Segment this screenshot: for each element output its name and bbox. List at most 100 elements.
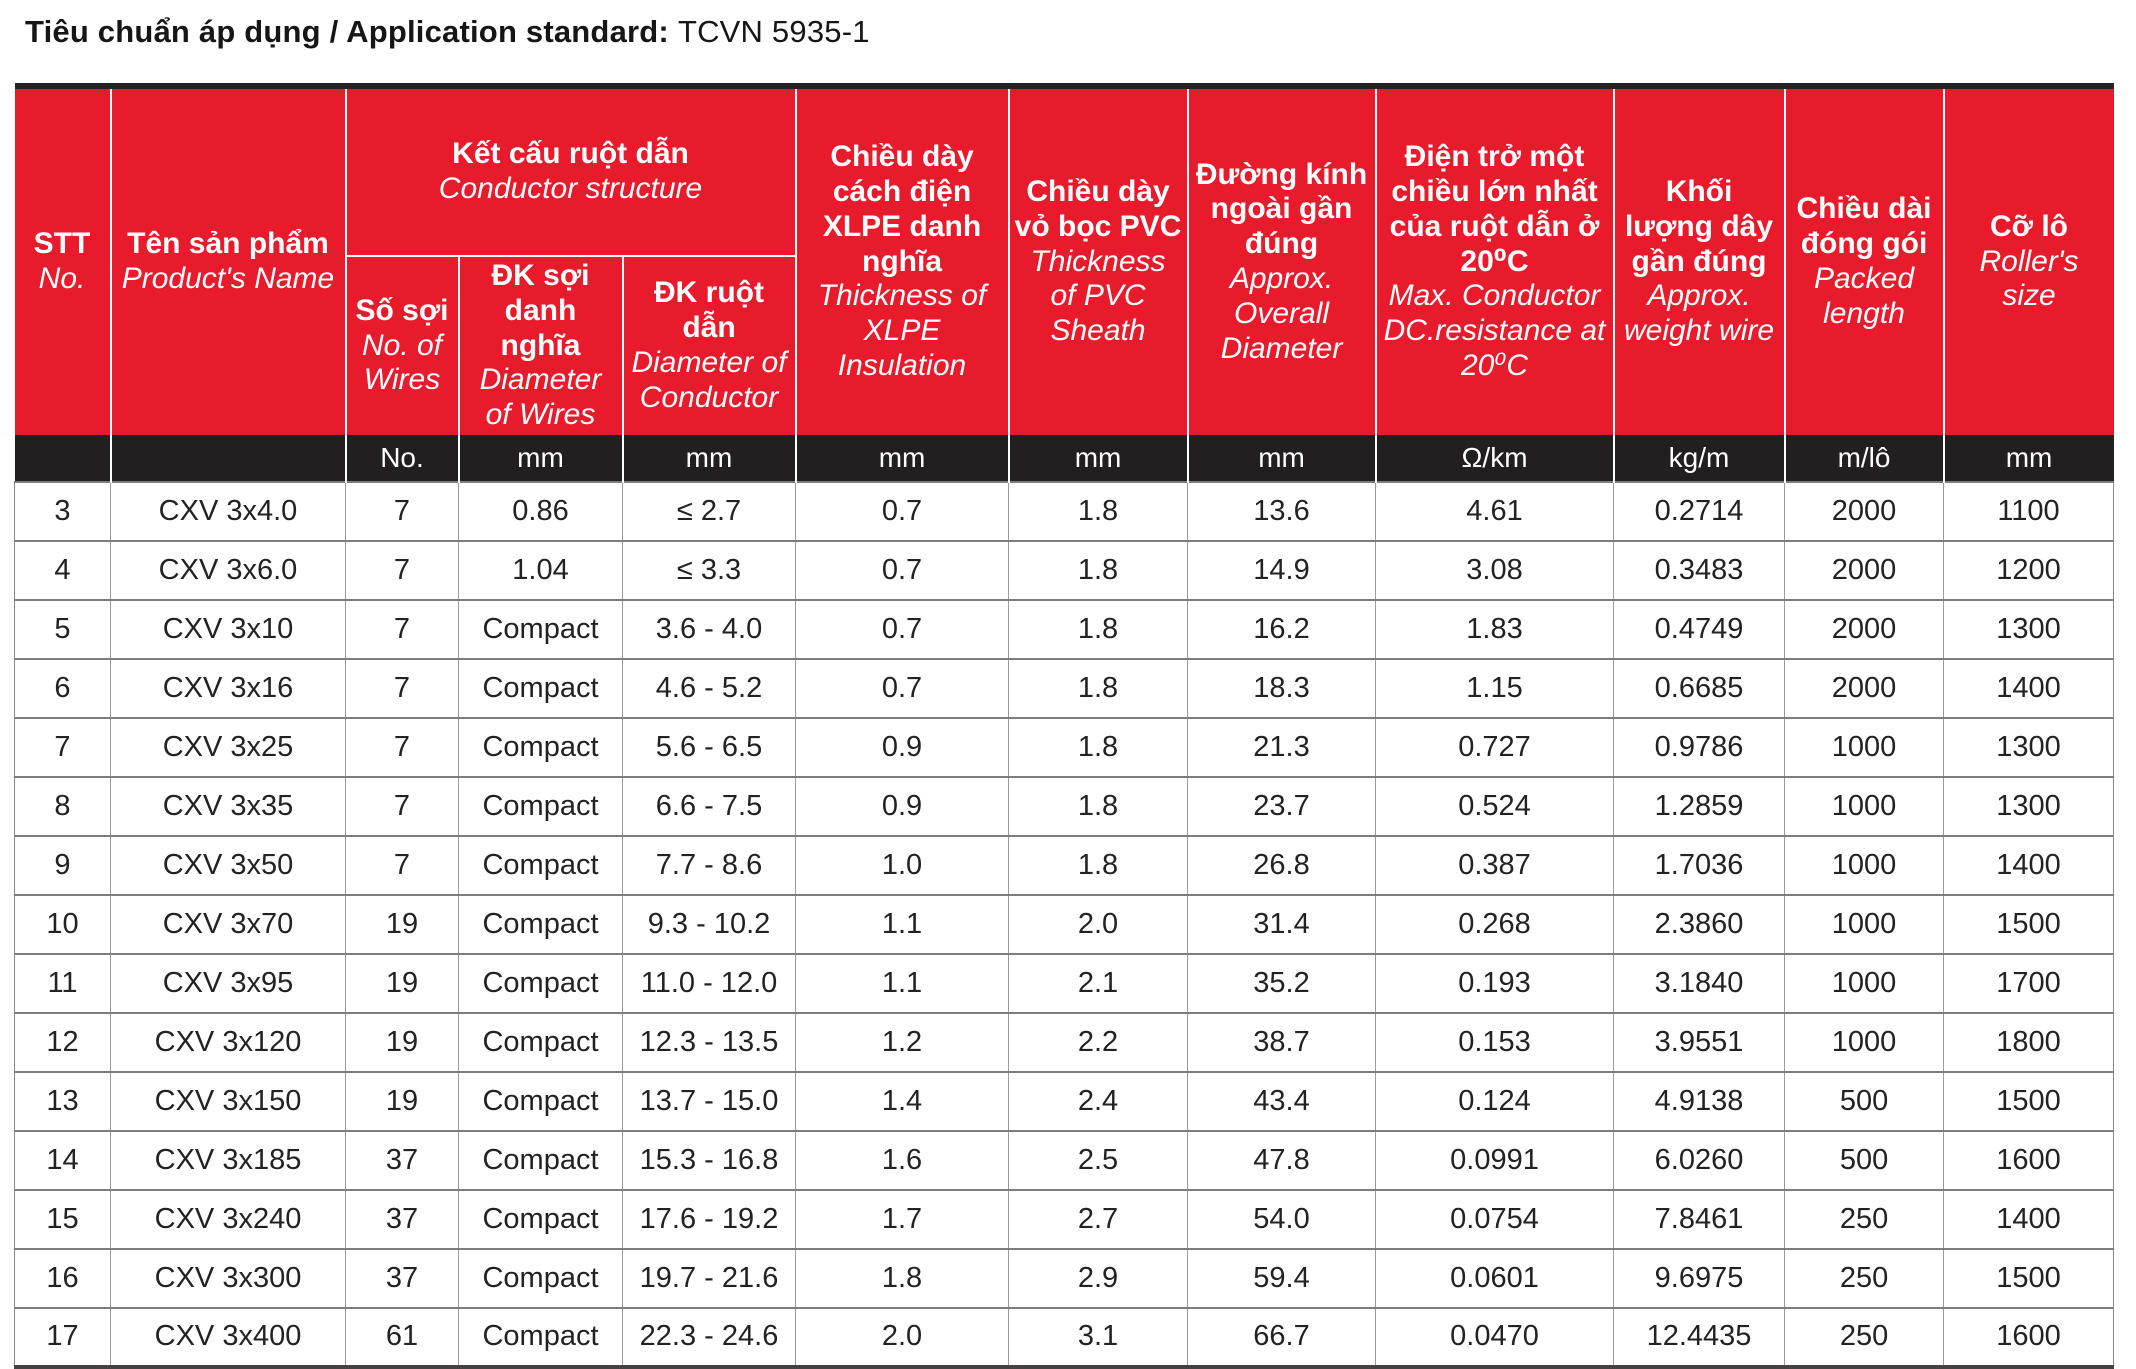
cell-overall-diameter: 16.2 [1187, 598, 1377, 660]
col-header-stt-en: No. [38, 261, 86, 295]
cell-approx-weight: 7.8461 [1613, 1188, 1786, 1250]
table-row: 11 CXV 3x95 19 Compact 11.0 - 12.0 1.1 2… [14, 952, 2115, 1014]
cell-wire-diameter: Compact [458, 893, 623, 955]
cell-product-name: CXV 3x300 [110, 1247, 346, 1309]
cell-roller-size: 1100 [1943, 480, 2115, 542]
cell-approx-weight: 0.6685 [1613, 657, 1786, 719]
cell-packed-length: 2000 [1784, 657, 1945, 719]
col-header-conductor-structure-en: Conductor structure [438, 172, 703, 205]
col-header-packed-length-en: Packed length [1813, 261, 1915, 330]
unit-cell-conductor-diameter: mm [621, 434, 797, 482]
cell-pvc-thickness: 2.2 [1008, 1011, 1189, 1073]
cell-number-of-wires: 37 [345, 1188, 459, 1250]
cell-pvc-thickness: 1.8 [1008, 775, 1189, 837]
cell-roller-size: 1600 [1943, 1129, 2115, 1191]
col-header-pvc-thickness: Chiều dày vỏ bọc PVC Thickness of PVC Sh… [1007, 83, 1189, 435]
cell-conductor-diameter: ≤ 2.7 [621, 480, 797, 542]
cell-pvc-thickness: 2.4 [1008, 1070, 1189, 1132]
cell-wire-diameter: Compact [458, 1306, 623, 1369]
table-row: 13 CXV 3x150 19 Compact 13.7 - 15.0 1.4 … [14, 1070, 2115, 1132]
cell-wire-diameter: Compact [458, 1247, 623, 1309]
col-header-conductor-diameter-en: Diameter of Conductor [631, 345, 787, 414]
table-row: 17 CXV 3x400 61 Compact 22.3 - 24.6 2.0 … [14, 1306, 2115, 1369]
cell-overall-diameter: 54.0 [1187, 1188, 1377, 1250]
cell-conductor-diameter: 7.7 - 8.6 [621, 834, 797, 896]
cell-dc-resistance: 0.387 [1375, 834, 1615, 896]
cell-xlpe-thickness: 1.0 [795, 834, 1010, 896]
col-header-product-name: Tên sản phẩm Product's Name [109, 83, 347, 435]
cell-conductor-diameter: 17.6 - 19.2 [621, 1188, 797, 1250]
cell-approx-weight: 6.0260 [1613, 1129, 1786, 1191]
unit-cell-weight: kg/m [1612, 434, 1786, 482]
cell-stt: 6 [14, 657, 111, 719]
header-row-sub: Số sợi No. of Wires ĐK sợi danh nghĩa Di… [15, 256, 2114, 435]
cable-spec-table: STT No. Tên sản phẩm Product's Name Kết … [14, 83, 2115, 1369]
cell-wire-diameter: Compact [458, 952, 623, 1014]
col-header-overall-diameter: Đường kính ngoài gần đúng Approx. Overal… [1186, 83, 1377, 435]
cell-pvc-thickness: 1.8 [1008, 539, 1189, 601]
table-body: 3 CXV 3x4.0 7 0.86 ≤ 2.7 0.7 1.8 13.6 4.… [14, 480, 2115, 1369]
cell-approx-weight: 1.2859 [1613, 775, 1786, 837]
cell-dc-resistance: 0.524 [1375, 775, 1615, 837]
col-header-conductor-structure: Kết cấu ruột dẫn Conductor structure [344, 83, 797, 257]
col-header-xlpe-thickness-vi: Chiều dày cách điện XLPE danh nghĩa [822, 140, 982, 278]
cell-dc-resistance: 0.727 [1375, 716, 1615, 778]
col-header-conductor-diameter: ĐK ruột dẫn Diameter of Conductor [621, 256, 797, 435]
cell-dc-resistance: 0.0991 [1375, 1129, 1615, 1191]
cell-conductor-diameter: 3.6 - 4.0 [621, 598, 797, 660]
cell-wire-diameter: Compact [458, 657, 623, 719]
unit-cell-wires: No. [344, 434, 460, 482]
cell-product-name: CXV 3x16 [110, 657, 346, 719]
cell-roller-size: 1400 [1943, 834, 2115, 896]
cell-product-name: CXV 3x35 [110, 775, 346, 837]
cell-roller-size: 1400 [1943, 1188, 2115, 1250]
cell-stt: 5 [14, 598, 111, 660]
cell-dc-resistance: 0.153 [1375, 1011, 1615, 1073]
cell-product-name: CXV 3x120 [110, 1011, 346, 1073]
cell-product-name: CXV 3x95 [110, 952, 346, 1014]
cell-dc-resistance: 4.61 [1375, 480, 1615, 542]
cell-number-of-wires: 7 [345, 598, 459, 660]
unit-cell-resistance: Ω/km [1374, 434, 1615, 482]
cell-packed-length: 2000 [1784, 480, 1945, 542]
cell-overall-diameter: 23.7 [1187, 775, 1377, 837]
cell-stt: 12 [14, 1011, 111, 1073]
table-row: 3 CXV 3x4.0 7 0.86 ≤ 2.7 0.7 1.8 13.6 4.… [14, 480, 2115, 542]
cell-stt: 14 [14, 1129, 111, 1191]
cell-conductor-diameter: 5.6 - 6.5 [621, 716, 797, 778]
col-header-xlpe-thickness-en: Thickness of XLPE Insulation [817, 279, 987, 382]
title-standard-value: TCVN 5935-1 [677, 14, 870, 49]
table-row: 5 CXV 3x10 7 Compact 3.6 - 4.0 0.7 1.8 1… [14, 598, 2115, 660]
cell-packed-length: 1000 [1784, 834, 1945, 896]
cell-xlpe-thickness: 2.0 [795, 1306, 1010, 1369]
cell-approx-weight: 3.9551 [1613, 1011, 1786, 1073]
cell-roller-size: 1500 [1943, 1070, 2115, 1132]
col-header-packed-length-vi: Chiều dài đóng gói [1796, 192, 1932, 261]
cell-packed-length: 250 [1784, 1306, 1945, 1369]
col-header-conductor-diameter-vi: ĐK ruột dẫn [654, 276, 764, 345]
unit-cell-packed-length: m/lô [1783, 434, 1945, 482]
unit-cell-wire-diameter: mm [457, 434, 624, 482]
cell-pvc-thickness: 2.1 [1008, 952, 1189, 1014]
cell-dc-resistance: 0.0601 [1375, 1247, 1615, 1309]
cell-pvc-thickness: 1.8 [1008, 598, 1189, 660]
cell-conductor-diameter: 11.0 - 12.0 [621, 952, 797, 1014]
cell-overall-diameter: 38.7 [1187, 1011, 1377, 1073]
cell-overall-diameter: 47.8 [1187, 1129, 1377, 1191]
cell-conductor-diameter: 15.3 - 16.8 [621, 1129, 797, 1191]
cell-stt: 17 [14, 1306, 111, 1369]
cell-xlpe-thickness: 1.7 [795, 1188, 1010, 1250]
cell-number-of-wires: 19 [345, 952, 459, 1014]
cell-product-name: CXV 3x240 [110, 1188, 346, 1250]
col-header-overall-diameter-en: Approx. Overall Diameter [1220, 261, 1343, 365]
cell-xlpe-thickness: 0.7 [795, 539, 1010, 601]
col-header-number-of-wires-en: No. of Wires [361, 328, 443, 397]
cell-packed-length: 2000 [1784, 598, 1945, 660]
cell-number-of-wires: 7 [345, 480, 459, 542]
cell-overall-diameter: 26.8 [1187, 834, 1377, 896]
cell-wire-diameter: Compact [458, 1188, 623, 1250]
cell-roller-size: 1500 [1943, 1247, 2115, 1309]
cell-packed-length: 1000 [1784, 775, 1945, 837]
cell-product-name: CXV 3x25 [110, 716, 346, 778]
cell-wire-diameter: 1.04 [458, 539, 623, 601]
